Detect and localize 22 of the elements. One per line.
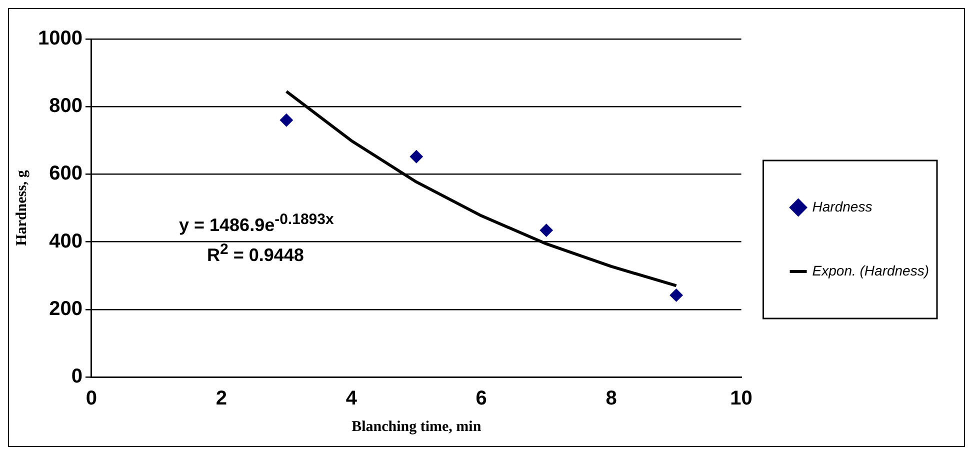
annotation: R$^{2}$ = 0.9448 (207, 241, 304, 266)
x-tick-label: 6 (476, 388, 487, 410)
legend-label: Hardness (812, 198, 872, 214)
x-tick-label: 4 (346, 388, 358, 410)
x-tick-label: 2 (216, 388, 228, 410)
y-tick-label: 1000 (38, 28, 82, 50)
annotation: y = 1486.9e$^{-0.1893x}$ (179, 211, 334, 236)
x-tick-label: 10 (730, 388, 752, 410)
point (670, 288, 683, 302)
y-tick-label: 400 (49, 230, 82, 252)
y-axis-title: Hardness, g (14, 170, 30, 246)
point (540, 224, 553, 237)
x-tick-label: 8 (606, 388, 617, 410)
y-tick-label: 800 (49, 95, 82, 118)
y-tick-label: 0 (71, 366, 82, 388)
legend-label: Expon. (Hardness) (812, 262, 929, 278)
x-axis-title: Blanching time, min (352, 418, 482, 435)
point (280, 114, 293, 127)
y-tick-label: 200 (49, 298, 82, 320)
point (410, 150, 423, 164)
x-tick-label: 0 (86, 388, 98, 410)
y-tick-label: 600 (49, 162, 82, 185)
